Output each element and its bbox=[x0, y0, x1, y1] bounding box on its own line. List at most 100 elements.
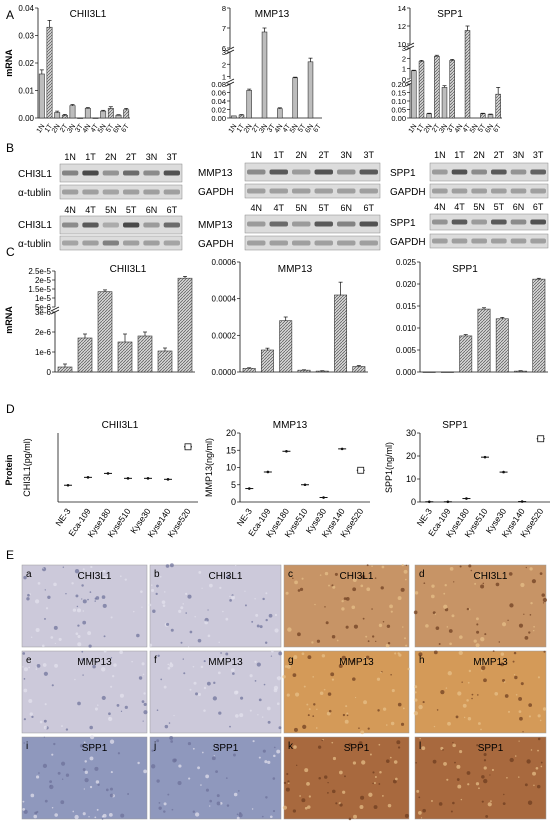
ihc-texture bbox=[192, 665, 195, 668]
ihc-texture bbox=[484, 633, 487, 636]
lane-label: 5T bbox=[126, 205, 137, 215]
ihc-texture bbox=[367, 727, 370, 730]
ihc-texture bbox=[444, 584, 447, 587]
bar bbox=[434, 55, 440, 119]
blot-band bbox=[530, 219, 546, 225]
lane-label: 4T bbox=[85, 205, 96, 215]
ihc-texture bbox=[440, 690, 445, 695]
ihc-texture bbox=[72, 810, 75, 813]
ihc-texture bbox=[58, 637, 62, 641]
ihc-texture bbox=[54, 642, 56, 645]
ihc-texture bbox=[501, 622, 507, 627]
ihc-texture bbox=[235, 565, 237, 567]
x-tick-label: 4N bbox=[274, 123, 285, 134]
ihc-texture bbox=[457, 691, 462, 696]
ihc-texture bbox=[533, 625, 535, 628]
ihc-texture bbox=[490, 800, 492, 802]
ihc-texture bbox=[466, 699, 469, 702]
ihc-texture bbox=[119, 650, 123, 655]
ihc-texture bbox=[45, 607, 49, 610]
ihc-texture bbox=[43, 719, 47, 723]
ihc-texture bbox=[459, 635, 463, 639]
ihc-texture bbox=[236, 813, 239, 816]
ihc-panel-letter: c bbox=[288, 569, 293, 580]
ihc-texture bbox=[120, 813, 125, 818]
ihc-texture bbox=[51, 684, 54, 687]
y-tick-label: 0.00 bbox=[18, 114, 34, 123]
ihc-texture bbox=[414, 698, 418, 702]
y-tick-label: 0.04 bbox=[211, 97, 226, 106]
ihc-texture bbox=[344, 719, 349, 724]
ihc-stain-label: MMP13 bbox=[208, 657, 243, 668]
ihc-texture bbox=[110, 657, 113, 659]
ihc-texture bbox=[374, 776, 377, 778]
ihc-texture bbox=[321, 739, 324, 742]
ihc-texture bbox=[113, 663, 117, 667]
ihc-texture bbox=[413, 610, 418, 615]
ihc-texture bbox=[285, 591, 289, 595]
lane-label: 5N bbox=[295, 203, 307, 213]
ihc-texture bbox=[367, 640, 370, 643]
ihc-texture bbox=[418, 652, 423, 657]
ihc-texture bbox=[454, 761, 456, 764]
ihc-stain-label: SPP1 bbox=[344, 743, 370, 754]
ihc-texture bbox=[235, 690, 239, 694]
ihc-texture bbox=[466, 607, 470, 611]
ihc-texture bbox=[76, 605, 79, 608]
ihc-texture bbox=[265, 592, 268, 595]
lane-label: 6T bbox=[533, 202, 544, 212]
bar bbox=[246, 90, 252, 119]
bar bbox=[38, 73, 45, 119]
y-axis-title: MMP13(ng/ml) bbox=[204, 438, 214, 497]
bar bbox=[426, 113, 432, 119]
ihc-texture bbox=[93, 661, 97, 665]
ihc-texture bbox=[405, 644, 408, 647]
ihc-texture bbox=[42, 763, 48, 768]
ihc-texture bbox=[43, 736, 46, 738]
ihc-texture bbox=[35, 628, 40, 633]
ihc-texture bbox=[405, 578, 407, 581]
lane-label: 5T bbox=[494, 202, 505, 212]
ihc-image-h: h MMP13 bbox=[413, 650, 547, 734]
blot-strip bbox=[429, 213, 549, 231]
ihc-texture bbox=[264, 760, 268, 764]
ihc-texture bbox=[131, 660, 133, 663]
ihc-texture bbox=[353, 624, 358, 629]
ihc-texture bbox=[233, 792, 238, 797]
lane-label: 1T bbox=[454, 150, 465, 160]
ihc-texture bbox=[286, 664, 291, 669]
y-tick-label: 0.20 bbox=[391, 80, 406, 89]
blot-band bbox=[314, 221, 333, 227]
ihc-texture bbox=[214, 745, 217, 747]
ihc-texture bbox=[519, 716, 523, 721]
ihc-texture bbox=[197, 692, 202, 697]
ihc-texture bbox=[324, 571, 329, 576]
ihc-texture bbox=[477, 722, 481, 725]
ihc-texture bbox=[467, 717, 472, 721]
blot-band bbox=[102, 240, 119, 246]
bar bbox=[418, 61, 425, 119]
ihc-texture bbox=[483, 778, 488, 784]
ihc-texture bbox=[321, 654, 326, 658]
ihc-texture bbox=[237, 790, 240, 792]
ihc-texture bbox=[468, 564, 472, 568]
ihc-texture bbox=[471, 693, 474, 696]
bar bbox=[231, 115, 237, 119]
ihc-texture bbox=[103, 635, 106, 638]
ihc-texture bbox=[397, 746, 401, 749]
ihc-texture bbox=[226, 804, 230, 807]
bar bbox=[477, 308, 491, 373]
ihc-texture bbox=[365, 635, 368, 638]
ihc-texture bbox=[170, 628, 174, 632]
ihc-texture bbox=[53, 582, 57, 587]
ihc-texture bbox=[169, 563, 174, 568]
y-axis-title: mRNA bbox=[4, 49, 14, 77]
y-axis-title: CHI3L1(pg/ml) bbox=[22, 438, 32, 497]
ihc-texture bbox=[110, 771, 113, 774]
ihc-texture bbox=[514, 755, 517, 757]
ihc-texture bbox=[202, 751, 204, 754]
ihc-texture bbox=[297, 632, 301, 637]
ihc-texture bbox=[22, 652, 26, 655]
ihc-texture bbox=[529, 614, 532, 616]
lane-label: 1N bbox=[434, 150, 446, 160]
